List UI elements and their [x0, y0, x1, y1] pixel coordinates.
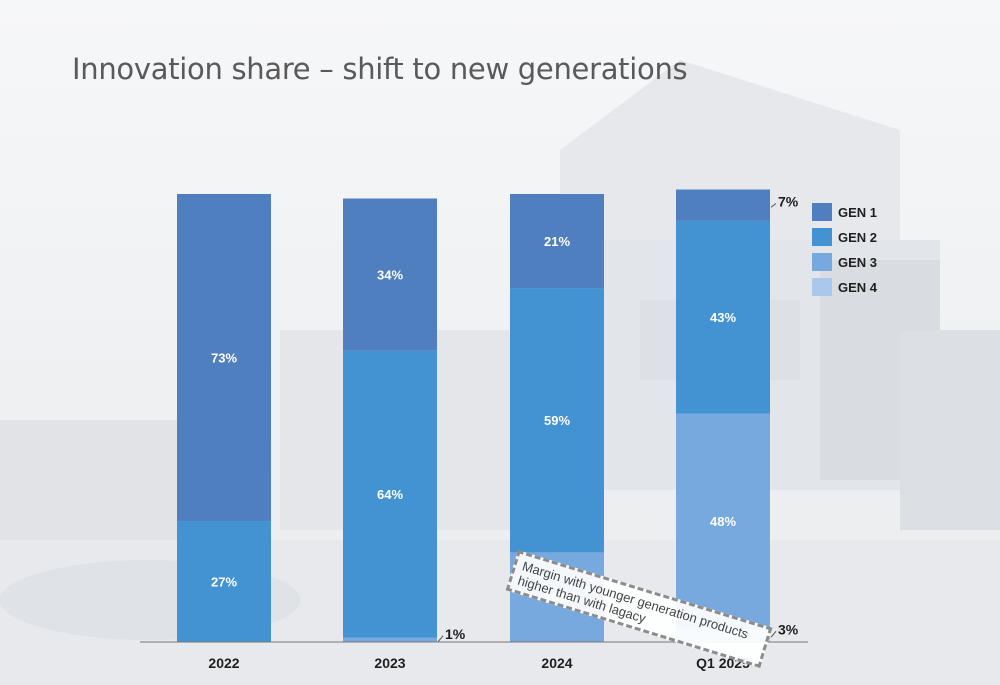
data-label: 59% [544, 413, 570, 428]
legend-swatch [812, 278, 832, 296]
bar-segment-gen-2-2024 [510, 288, 604, 553]
bar-segment-gen-1-2022 [177, 194, 271, 522]
legend-label: GEN 2 [838, 230, 877, 245]
legend-swatch [812, 203, 832, 221]
bar-segment-gen-2-2023 [343, 350, 437, 638]
category-labels: 2022 2023 2024 Q1 2025 [208, 655, 750, 671]
category-label: 2023 [374, 655, 405, 671]
bar-segment-gen-1-2024 [510, 194, 604, 289]
legend-swatch [812, 228, 832, 246]
legend-label: GEN 4 [838, 280, 878, 295]
bar-segment-gen-1-q1-2025 [676, 189, 770, 221]
category-label: 2024 [541, 655, 572, 671]
leader-line [770, 203, 777, 208]
data-label: 64% [377, 487, 403, 502]
data-label-outside: 7% [778, 194, 799, 210]
bar-segment-gen-2-2022 [177, 521, 271, 642]
bar-segment-gen-2-q1-2025 [676, 220, 770, 414]
bars-group: 27%73%64%34%20%59%21%48%43%1%7%3% [177, 189, 799, 643]
legend-label: GEN 1 [838, 205, 877, 220]
data-label-outside: 3% [778, 621, 799, 637]
data-label: 27% [211, 575, 237, 590]
leader-line [770, 630, 777, 638]
legend-label: GEN 3 [838, 255, 877, 270]
data-label: 21% [544, 234, 570, 249]
bar-segment-gen-3-2023 [343, 637, 437, 642]
bar-segment-gen-1-2023 [343, 198, 437, 351]
page-title: Innovation share – shift to new generati… [72, 52, 688, 86]
data-label-outside: 1% [445, 626, 466, 642]
category-label: 2022 [208, 655, 239, 671]
data-label: 48% [710, 514, 736, 529]
legend: GEN 1 GEN 2 GEN 3 GEN 4 [812, 203, 878, 296]
legend-swatch [812, 253, 832, 271]
data-label: 34% [377, 268, 403, 283]
leader-line [437, 635, 444, 643]
bar-segment-gen-3-q1-2025 [676, 413, 770, 629]
data-label: 43% [710, 310, 736, 325]
data-label: 73% [211, 351, 237, 366]
